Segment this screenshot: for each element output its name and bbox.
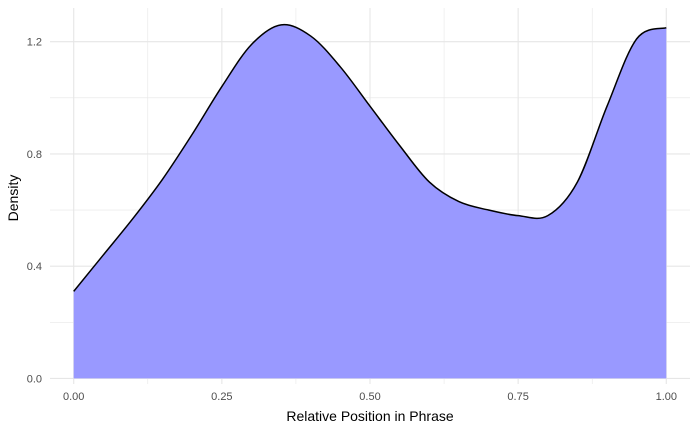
y-tick-label: 0.8 — [27, 149, 42, 161]
y-tick-label: 0.4 — [27, 261, 42, 273]
density-area — [73, 24, 667, 379]
density-curve — [73, 23, 667, 292]
axis-tick-labels: 0.00 0.25 0.50 0.75 1.00 0.0 0.4 0.8 1.2 — [27, 37, 677, 403]
x-tick-label: 0.00 — [63, 391, 84, 403]
x-tick-label: 0.25 — [211, 391, 232, 403]
y-axis-title: Density — [5, 175, 21, 222]
x-tick-label: 0.75 — [507, 391, 528, 403]
x-tick-label: 1.00 — [656, 391, 677, 403]
y-tick-label: 1.2 — [27, 37, 42, 49]
x-tick-label: 0.50 — [359, 391, 380, 403]
x-axis-title: Relative Position in Phrase — [286, 408, 454, 424]
y-tick-label: 0.0 — [27, 373, 42, 385]
